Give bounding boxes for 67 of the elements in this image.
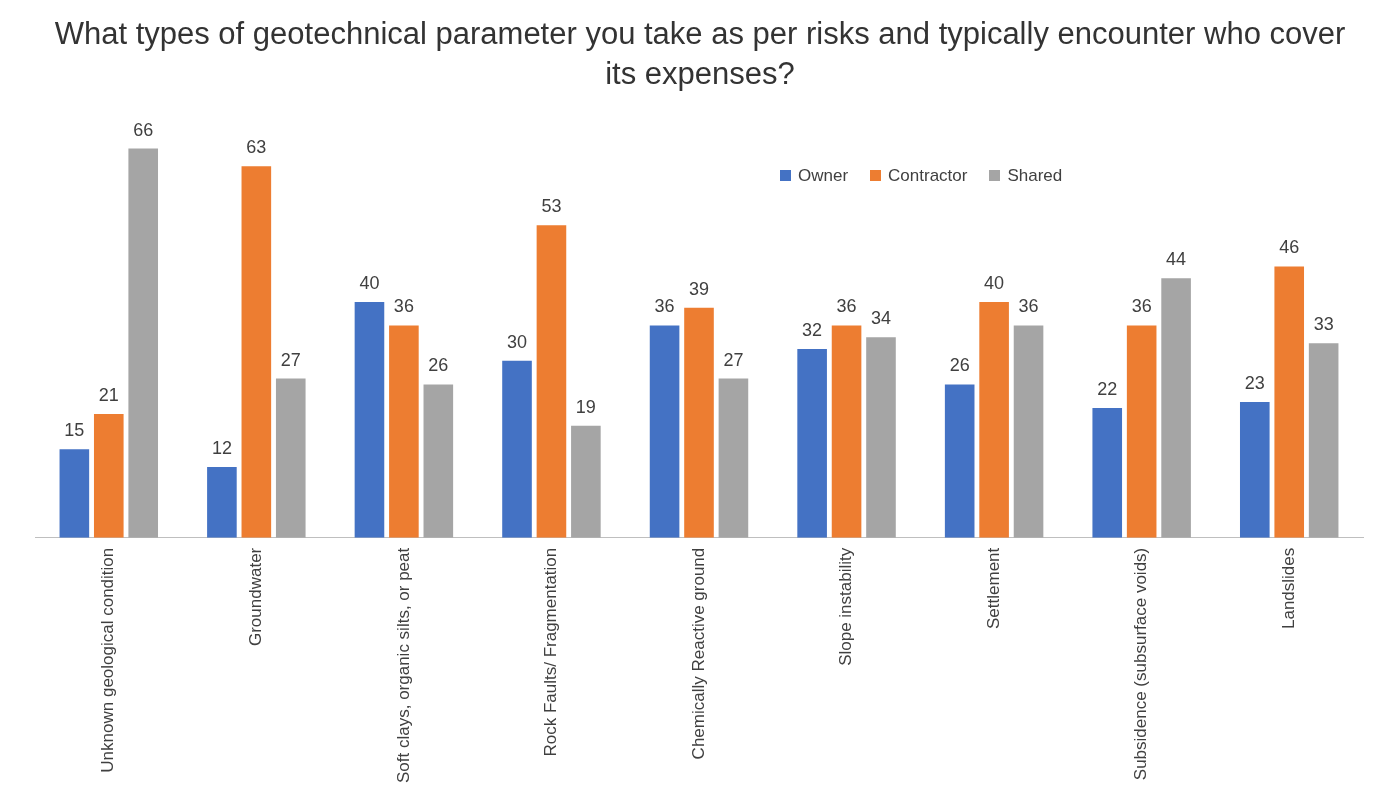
- bar: [128, 148, 159, 538]
- data-label: 12: [211, 437, 232, 458]
- data-label: 27: [723, 349, 744, 370]
- data-label: 15: [64, 420, 85, 441]
- data-label: 30: [507, 331, 528, 352]
- bar: [93, 413, 124, 538]
- x-tick-label: Settlement: [983, 547, 1003, 629]
- data-label: 36: [393, 296, 414, 317]
- x-tick-label: Landslides: [1278, 547, 1298, 630]
- bar: [979, 301, 1009, 538]
- bar: [536, 225, 567, 538]
- bar: [389, 325, 419, 538]
- bar: [718, 378, 749, 538]
- data-label: 63: [246, 137, 267, 158]
- bar: [944, 384, 975, 538]
- bar: [241, 166, 272, 538]
- data-label: 33: [1313, 314, 1334, 335]
- data-label: 21: [98, 384, 119, 405]
- data-label: 40: [359, 272, 380, 293]
- bar: [571, 425, 601, 538]
- data-label: 32: [802, 320, 823, 341]
- data-label: 26: [949, 355, 970, 376]
- x-tick-label: Groundwater: [246, 547, 266, 647]
- bar: [1013, 325, 1044, 538]
- x-tick-label: Rock Faults/ Fragmentation: [541, 547, 561, 757]
- x-tick-label: Subsidence (subsurface voids): [1131, 547, 1151, 781]
- legend-label: Shared: [1006, 166, 1063, 186]
- data-label: 27: [280, 349, 301, 370]
- data-label: 19: [575, 396, 596, 417]
- x-tick-label: Unknown geological condition: [98, 547, 118, 773]
- bar: [423, 384, 454, 538]
- data-label: 36: [654, 296, 675, 317]
- data-label: 22: [1097, 378, 1118, 399]
- bar: [354, 301, 385, 538]
- bar: [684, 307, 714, 538]
- bar: [831, 325, 862, 538]
- data-label: 36: [1131, 296, 1152, 317]
- x-tick-label: Slope instability: [836, 547, 856, 666]
- data-label: 44: [1166, 249, 1187, 270]
- bar: [1274, 266, 1305, 538]
- data-label: 39: [688, 278, 710, 299]
- data-label: 36: [836, 296, 857, 317]
- bar: [1161, 278, 1191, 538]
- bar: [866, 337, 896, 538]
- data-label: 36: [1018, 296, 1039, 317]
- chart-title: What types of geotechnical parameter you take as per risks and typically encounter who cover its expenses?: [53, 15, 1347, 93]
- data-label: 46: [1279, 237, 1300, 258]
- data-label: 23: [1244, 373, 1265, 394]
- bar: [1126, 325, 1157, 538]
- legend-label: Contractor: [887, 166, 968, 186]
- bar: [502, 360, 532, 538]
- data-label: 40: [984, 272, 1005, 293]
- data-label: 34: [870, 308, 891, 329]
- bar: [649, 325, 680, 538]
- data-label: 66: [133, 119, 154, 140]
- bar: [797, 349, 827, 538]
- bar: [1308, 343, 1339, 538]
- x-tick-label: Chemically Reactive ground: [688, 547, 708, 760]
- bar: [207, 466, 237, 538]
- bar: [1239, 402, 1270, 538]
- x-tick-label: Soft clays, organic silts, or peat: [393, 547, 413, 784]
- bar: [275, 378, 306, 538]
- bar: [59, 449, 90, 538]
- bar: [1092, 408, 1123, 538]
- data-label: 26: [428, 355, 449, 376]
- legend-label: Owner: [797, 166, 849, 186]
- data-label: 53: [541, 196, 562, 217]
